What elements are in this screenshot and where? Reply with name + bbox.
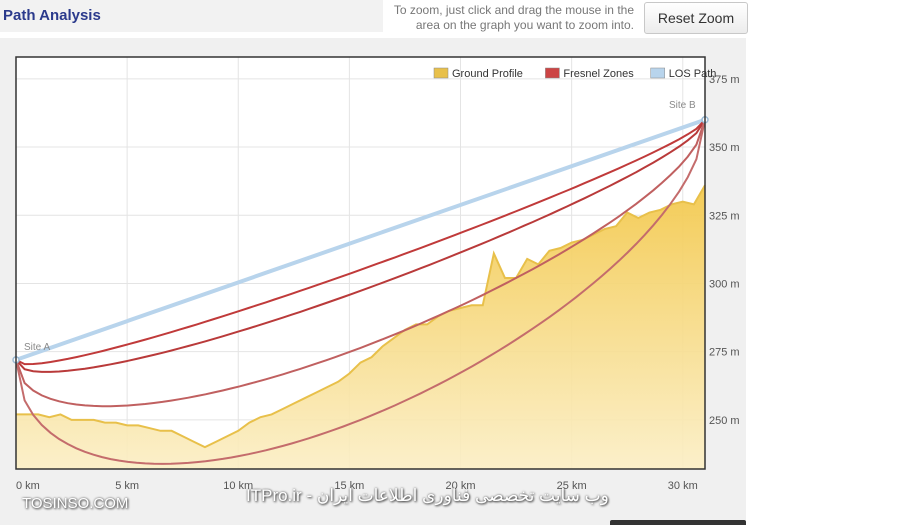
chart-container[interactable]: Site A Site B 0 km 5 km 10 km 15 km 20 km 25 km…	[0, 38, 746, 525]
fresnel-zone-curve	[15, 119, 706, 465]
x-tick-label: 5 km	[115, 480, 139, 492]
zoom-hint: To zoom, just click and drag the mouse i…	[393, 3, 634, 32]
watermark-itpro: ITPro.ir - وب سایت تخصصی فناوری اطلاعات …	[246, 486, 609, 505]
dark-box	[610, 520, 746, 525]
y-tick-label: 250 m	[709, 415, 740, 427]
y-tick-label: 375 m	[709, 74, 740, 86]
ground-profile-area	[16, 185, 705, 469]
y-tick-label: 300 m	[709, 278, 740, 290]
watermark-tosinso: TOSINSO.COM	[22, 495, 129, 512]
x-tick-label: 0 km	[16, 480, 40, 492]
x-tick-label: 15 km	[334, 480, 364, 492]
x-tick-label: 20 km	[446, 480, 476, 492]
fresnel-zone-curve	[15, 119, 706, 373]
x-tick-label: 30 km	[668, 480, 698, 492]
site-a-label: Site A	[24, 342, 50, 353]
x-tick-label: 25 km	[557, 480, 587, 492]
legend-label: LOS Path	[669, 68, 717, 80]
los-path-line	[15, 117, 706, 362]
title-bar: Path Analysis	[0, 0, 383, 32]
fresnel-zone-curve	[15, 119, 706, 366]
fresnel-zone-curve	[15, 119, 706, 408]
y-tick-label: 325 m	[709, 210, 740, 222]
page-title: Path Analysis	[3, 7, 101, 24]
plot-border	[15, 56, 706, 470]
legend-label: Fresnel Zones	[563, 68, 634, 80]
path-analysis-chart[interactable]: Site A Site B 0 km 5 km 10 km 15 km 20 km 25 km…	[0, 38, 746, 525]
legend-label: Ground Profile	[452, 68, 523, 80]
reset-zoom-button[interactable]: Reset Zoom	[644, 2, 748, 34]
y-tick-label: 350 m	[709, 142, 740, 154]
legend-swatch	[433, 67, 449, 79]
site-b-label: Site B	[669, 100, 696, 111]
y-tick-label: 275 m	[709, 347, 740, 359]
legend-swatch	[650, 67, 665, 79]
legend-swatch	[545, 67, 560, 79]
x-tick-label: 10 km	[223, 480, 253, 492]
